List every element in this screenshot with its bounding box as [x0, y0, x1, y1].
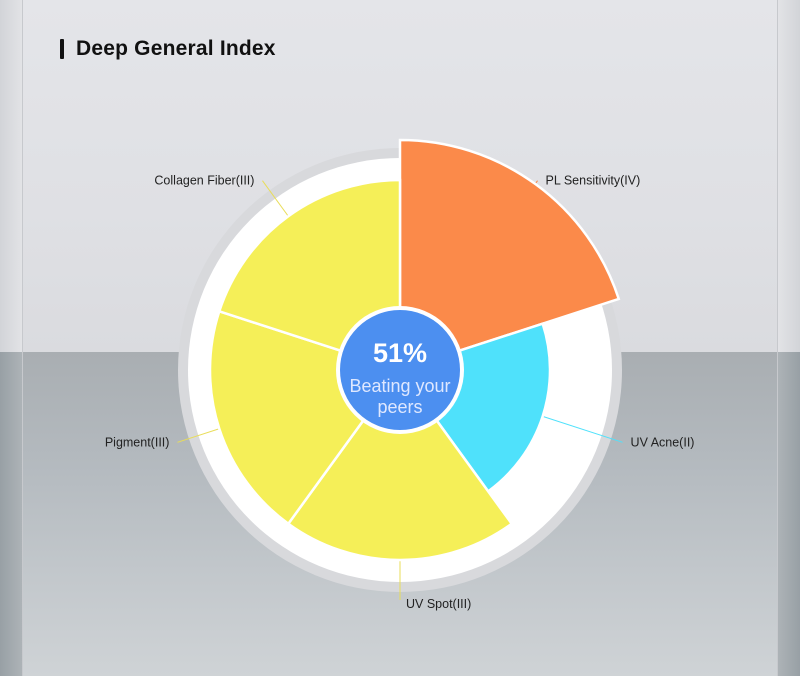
label-pl-sensitivity-iv: PL Sensitivity(IV): [546, 174, 641, 188]
leader-pigment-iii: [177, 426, 226, 443]
center-percentage: 51%: [373, 338, 427, 368]
leader-collagen-fiber-iii: [262, 180, 293, 222]
label-pigment-iii: Pigment(III): [105, 435, 170, 449]
center-caption-line1: Beating your: [349, 376, 450, 396]
label-collagen-fiber-iii: Collagen Fiber(III): [154, 174, 254, 188]
leader-lines: [177, 180, 623, 600]
leader-uv-acne-ii: [536, 414, 623, 443]
center-disk: [340, 310, 460, 430]
center-caption-line2: peers: [377, 397, 422, 417]
background-strip-bottom-right: [778, 352, 800, 676]
background-strip-bottom-left: [0, 352, 22, 676]
label-uv-spot-iii: UV Spot(III): [406, 597, 471, 611]
title-accent-bar: [60, 39, 64, 59]
section-header: Deep General Index: [60, 36, 276, 62]
label-uv-acne-ii: UV Acne(II): [631, 435, 695, 449]
chart-labels: PL Sensitivity(IV) UV Acne(II) UV Spot(III…: [105, 174, 695, 611]
page-title: Deep General Index: [76, 37, 276, 60]
chart-slices: [208, 138, 621, 562]
